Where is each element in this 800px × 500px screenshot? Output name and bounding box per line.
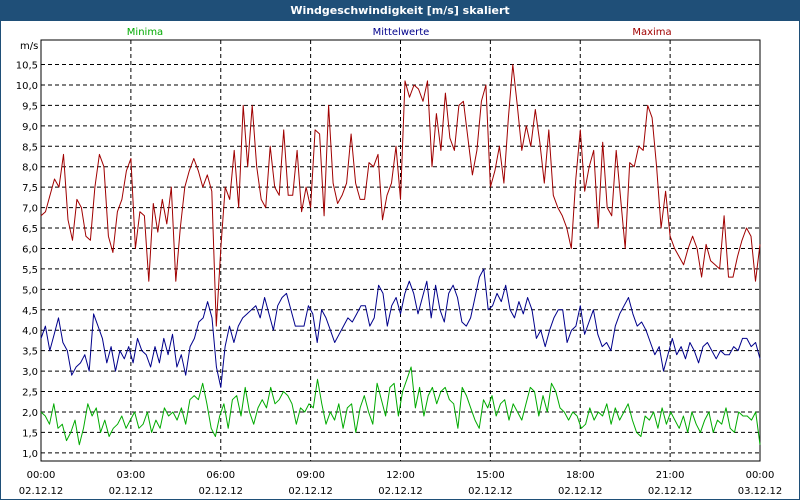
window-title: Windgeschwindigkeit [m/s] skaliert — [1, 1, 799, 21]
x-tick-time: 21:00 — [656, 470, 685, 481]
grid — [41, 40, 760, 461]
y-tick-label: 7,5 — [22, 183, 38, 194]
y-tick-label: 1,5 — [22, 428, 38, 439]
y-tick-label: 9,5 — [22, 101, 38, 112]
legend-mittelwerte: Mittelwerte — [373, 27, 430, 38]
x-tick-date: 02.12.12 — [468, 486, 513, 497]
y-tick-label: 3,0 — [22, 367, 38, 378]
x-tick-date: 02.12.12 — [19, 486, 64, 497]
y-tick-label: 2,5 — [22, 388, 38, 399]
y-tick-label: 1,0 — [22, 449, 38, 460]
y-axis: 1,0 1,5 2,0 2,5 3,0 3,5 4,0 4,5 5,0 5,5 6,0 6,5 7,0 7… — [16, 61, 38, 460]
series-line-minima — [40, 366, 761, 446]
y-tick-label: 6,5 — [22, 224, 38, 235]
x-axis: 00:00 02.12.12 03:00 02.12.12 06:00 02.12.12 0… — [19, 470, 783, 497]
y-tick-label: 2,0 — [22, 408, 38, 419]
series-line-maxima — [40, 64, 761, 327]
legend: Minima Mittelwerte Maxima — [127, 27, 672, 38]
y-tick-label: 8,5 — [22, 142, 38, 153]
y-tick-label: 5,5 — [22, 265, 38, 276]
x-tick-time: 18:00 — [566, 470, 595, 481]
y-tick-label: 10,5 — [16, 61, 38, 72]
x-tick-date: 02.12.12 — [558, 486, 603, 497]
legend-maxima: Maxima — [632, 27, 671, 38]
x-tick-time: 06:00 — [206, 470, 235, 481]
y-tick-label: 3,5 — [22, 347, 38, 358]
x-tick-time: 03:00 — [116, 470, 145, 481]
series-line-mittelwerte — [40, 268, 761, 388]
x-tick-time: 00:00 — [27, 470, 56, 481]
y-tick-label: 8,0 — [22, 163, 38, 174]
legend-minima: Minima — [127, 27, 163, 38]
y-tick-label: 5,0 — [22, 285, 38, 296]
x-tick-date: 02.12.12 — [109, 486, 154, 497]
series-lines — [40, 64, 761, 446]
y-tick-label: 9,0 — [22, 122, 38, 133]
x-tick-time: 09:00 — [296, 470, 325, 481]
x-tick-date: 02.12.12 — [648, 486, 693, 497]
y-tick-label: 7,0 — [22, 204, 38, 215]
y-tick-label: 10,0 — [16, 81, 38, 92]
y-tick-label: 4,0 — [22, 326, 38, 337]
y-tick-label: 6,0 — [22, 244, 38, 255]
x-tick-date: 03.12.12 — [738, 486, 783, 497]
x-tick-time: 15:00 — [476, 470, 505, 481]
x-tick-date: 02.12.12 — [288, 486, 333, 497]
y-axis-label: m/s — [20, 41, 38, 52]
x-tick-time: 12:00 — [386, 470, 415, 481]
x-tick-date: 02.12.12 — [198, 486, 243, 497]
plot-area — [40, 39, 761, 462]
y-tick-label: 4,5 — [22, 306, 38, 317]
x-tick-date: 02.12.12 — [378, 486, 423, 497]
x-tick-time: 00:00 — [746, 470, 775, 481]
